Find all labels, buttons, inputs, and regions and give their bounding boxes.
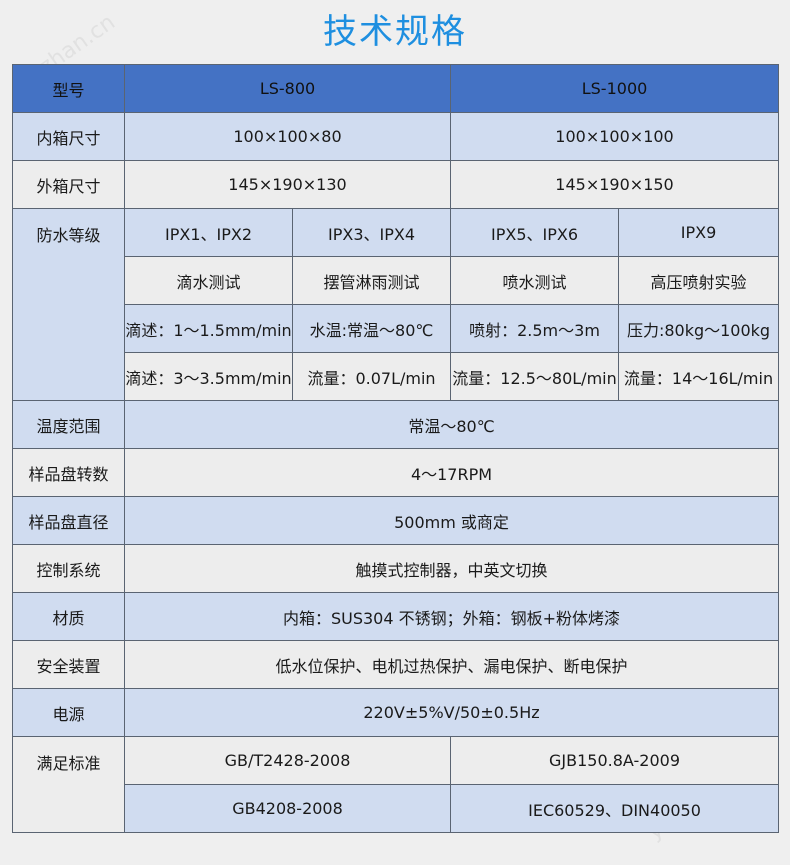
cell: 100×100×100	[450, 112, 780, 161]
cell: 145×190×130	[123, 160, 452, 209]
header-model: LS-1000	[450, 64, 780, 113]
cell: IPX5、IPX6	[450, 208, 620, 257]
table-row: 材质 内箱：SUS304 不锈钢；外箱：钢板+粉体烤漆	[12, 592, 780, 641]
cell: GB/T2428-2008	[123, 736, 452, 785]
row-label: 材质	[12, 592, 125, 641]
page-title: 技术规格	[323, 12, 467, 52]
header-label: 型号	[12, 64, 125, 113]
row-label: 温度范围	[12, 400, 125, 449]
table-row: GB4208-2008 IEC60529、DIN40050	[12, 784, 780, 833]
table-row: 滴水测试 摆管淋雨测试 喷水测试 高压喷射实验	[12, 256, 780, 305]
table-row: 滴述：3～3.5mm/min 流量：0.07L/min 流量：12.5～80L/…	[12, 352, 780, 401]
row-label: 内箱尺寸	[12, 112, 125, 161]
row-label: 满足标准	[12, 736, 125, 833]
table-row: 样品盘直径 500mm 或商定	[12, 496, 780, 545]
cell: 100×100×80	[123, 112, 452, 161]
cell: 触摸式控制器，中英文切换	[123, 544, 780, 593]
table-row: 满足标准 GB/T2428-2008 GJB150.8A-2009	[12, 736, 780, 833]
row-label: 电源	[12, 688, 125, 737]
cell: 低水位保护、电机过热保护、漏电保护、断电保护	[123, 640, 780, 689]
cell: 4～17RPM	[123, 448, 780, 497]
cell: IEC60529、DIN40050	[450, 784, 780, 833]
cell: 喷水测试	[450, 256, 620, 305]
cell: 流量：0.07L/min	[291, 352, 452, 401]
cell: GB4208-2008	[123, 784, 452, 833]
row-label: 样品盘转数	[12, 448, 125, 497]
cell: 内箱：SUS304 不锈钢；外箱：钢板+粉体烤漆	[123, 592, 780, 641]
table-row: 控制系统 触摸式控制器，中英文切换	[12, 544, 780, 593]
cell: 高压喷射实验	[618, 256, 780, 305]
cell: IPX1、IPX2	[124, 208, 293, 257]
cell: 喷射：2.5m～3m	[450, 304, 620, 353]
cell: 常温～80℃	[123, 400, 780, 449]
cell: 水温:常温～80℃	[291, 304, 452, 353]
row-label: 控制系统	[12, 544, 125, 593]
cell: 145×190×150	[450, 160, 780, 209]
cell: 滴述：3～3.5mm/min	[124, 352, 293, 401]
cell: 220V±5%V/50±0.5Hz	[123, 688, 780, 737]
cell: 滴水测试	[124, 256, 293, 305]
row-label: 外箱尺寸	[12, 160, 125, 209]
cell: 摆管淋雨测试	[291, 256, 452, 305]
cell: 压力:80kg～100kg	[618, 304, 780, 353]
row-label: 防水等级	[12, 208, 125, 401]
table-row: 防水等级 IPX1、IPX2 IPX3、IPX4 IPX5、IPX6 IPX9	[12, 208, 780, 401]
table-header-row: 型号 LS-800 LS-1000	[12, 64, 780, 113]
cell: GJB150.8A-2009	[450, 736, 780, 785]
cell: 滴述：1～1.5mm/min	[124, 304, 293, 353]
cell: 500mm 或商定	[123, 496, 780, 545]
table-row: 外箱尺寸 145×190×130 145×190×150	[12, 160, 780, 209]
cell: IPX9	[618, 208, 780, 257]
cell: 流量：12.5～80L/min	[450, 352, 620, 401]
row-label: 安全装置	[12, 640, 125, 689]
cell: 流量：14～16L/min	[618, 352, 780, 401]
table-row: 滴述：1～1.5mm/min 水温:常温～80℃ 喷射：2.5m～3m 压力:8…	[12, 304, 780, 353]
table-row: 安全装置 低水位保护、电机过热保护、漏电保护、断电保护	[12, 640, 780, 689]
table-row: 内箱尺寸 100×100×80 100×100×100	[12, 112, 780, 161]
table-row: 样品盘转数 4～17RPM	[12, 448, 780, 497]
table-row: 温度范围 常温～80℃	[12, 400, 780, 449]
spec-table: 型号 LS-800 LS-1000 内箱尺寸 100×100×80 100×10…	[12, 64, 780, 833]
row-label: 样品盘直径	[12, 496, 125, 545]
header-model: LS-800	[123, 64, 452, 113]
table-row: 电源 220V±5%V/50±0.5Hz	[12, 688, 780, 737]
cell: IPX3、IPX4	[291, 208, 452, 257]
